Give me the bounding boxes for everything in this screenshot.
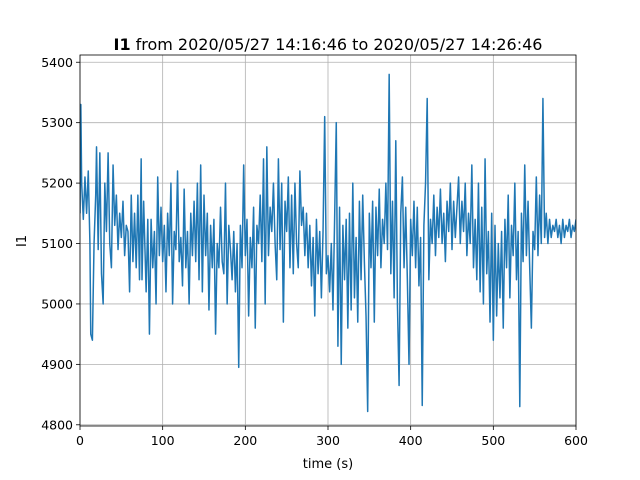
- y-tick-label: 5400: [41, 55, 73, 70]
- plot-frame: [79, 54, 577, 427]
- y-axis-label: I1: [15, 235, 30, 247]
- y-tick-label: 4800: [41, 417, 73, 432]
- y-tick-label: 5200: [41, 176, 73, 191]
- y-tick-label: 4900: [41, 357, 73, 372]
- x-axis-label: time (s): [303, 457, 353, 472]
- y-tick-label: 5100: [41, 236, 73, 251]
- chart-title: I1 from 2020/05/27 14:16:46 to 2020/05/27…: [114, 35, 543, 54]
- x-tick-label: 400: [399, 433, 423, 448]
- x-tick-label: 600: [564, 433, 588, 448]
- x-tick-label: 200: [233, 433, 257, 448]
- title-text: from 2020/05/27 14:16:46 to 2020/05/27 1…: [136, 35, 543, 54]
- x-tick-label: 0: [76, 433, 84, 448]
- title-bold: I1: [114, 35, 131, 54]
- x-tick-label: 500: [481, 433, 505, 448]
- x-tick-label: 100: [151, 433, 175, 448]
- y-tick-label: 5000: [41, 296, 73, 311]
- y-tick-label: 5300: [41, 115, 73, 130]
- data-line: [80, 73, 576, 413]
- x-tick-label: 300: [316, 433, 340, 448]
